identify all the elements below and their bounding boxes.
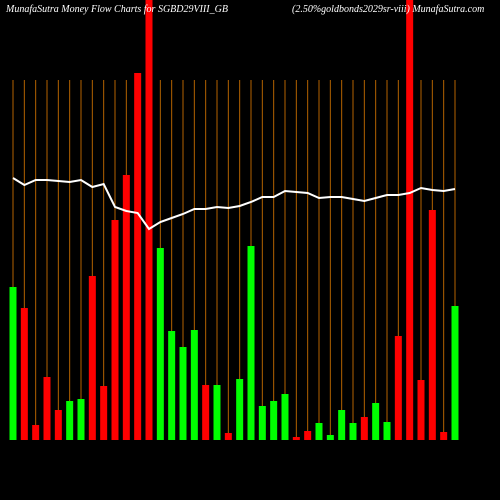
bar	[134, 73, 142, 440]
bar	[292, 437, 300, 440]
bar	[360, 417, 368, 440]
bar	[451, 306, 459, 440]
bar	[190, 330, 198, 440]
bar	[417, 380, 425, 440]
bar	[394, 336, 402, 440]
bar	[213, 385, 221, 440]
bar	[247, 246, 255, 440]
bar	[281, 394, 289, 440]
bar	[9, 287, 17, 440]
bar	[440, 432, 448, 440]
bar	[428, 210, 436, 440]
bar	[156, 248, 164, 440]
bar	[406, 0, 414, 440]
bar	[54, 410, 62, 440]
bar	[304, 431, 312, 440]
bar	[168, 331, 176, 440]
bar	[326, 435, 334, 440]
bar	[122, 175, 130, 440]
flow-line	[12, 177, 456, 231]
bar	[258, 406, 266, 440]
bar	[20, 308, 28, 440]
bar	[43, 377, 51, 440]
bar	[77, 399, 85, 440]
bar	[315, 423, 323, 440]
bars	[9, 0, 459, 440]
grid	[12, 80, 456, 440]
bar	[88, 276, 96, 440]
chart-title: MunafaSutra Money Flow Charts for SGBD29…	[5, 4, 228, 15]
chart-subtitle: (2.50%goldbonds2029sr-viii) MunafaSutra.…	[292, 4, 484, 15]
bar	[224, 433, 232, 440]
bar	[100, 386, 108, 440]
bar	[372, 403, 380, 440]
bar	[66, 401, 74, 440]
bar	[349, 423, 357, 440]
bar	[383, 422, 391, 440]
bar	[32, 425, 40, 440]
bar	[236, 379, 244, 440]
bar	[111, 220, 119, 440]
bar	[145, 0, 153, 440]
bar	[202, 385, 210, 440]
bar	[338, 410, 346, 440]
bar	[179, 347, 187, 440]
bar	[270, 401, 278, 440]
